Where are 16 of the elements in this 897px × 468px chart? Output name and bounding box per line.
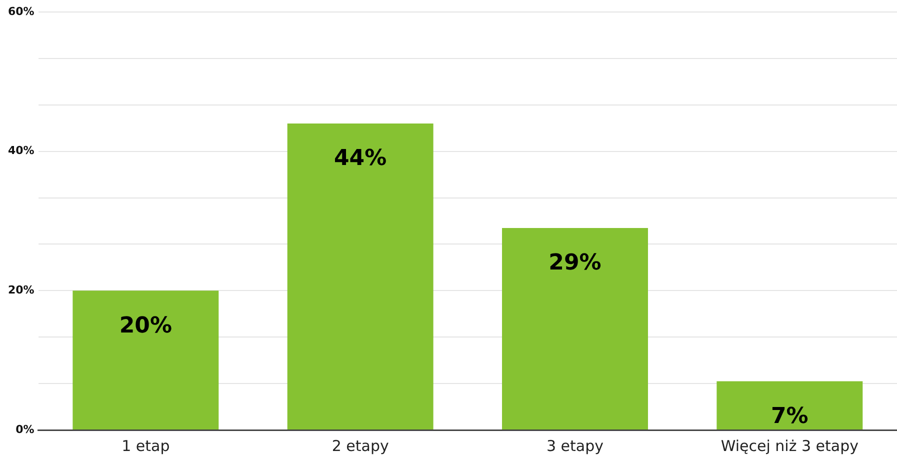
data-label: 29%: [548, 250, 602, 276]
bar: [287, 123, 434, 430]
bar: [502, 228, 648, 430]
data-label: 20%: [119, 313, 172, 338]
bar: [716, 381, 863, 430]
y-tick-label: 60%: [8, 4, 34, 18]
bar: [72, 290, 219, 430]
data-label: 44%: [334, 146, 387, 172]
x-tick-label: Więcej niż 3 etapy: [720, 436, 859, 455]
y-tick-label: 40%: [8, 144, 34, 158]
data-label: 7%: [770, 404, 808, 429]
x-tick-label: 2 etapy: [332, 436, 389, 455]
x-tick-label: 3 etapy: [546, 436, 604, 455]
y-tick-label: 20%: [8, 284, 34, 297]
y-tick-label: 0%: [16, 422, 34, 436]
x-tick-label: 1 etap: [122, 436, 170, 455]
